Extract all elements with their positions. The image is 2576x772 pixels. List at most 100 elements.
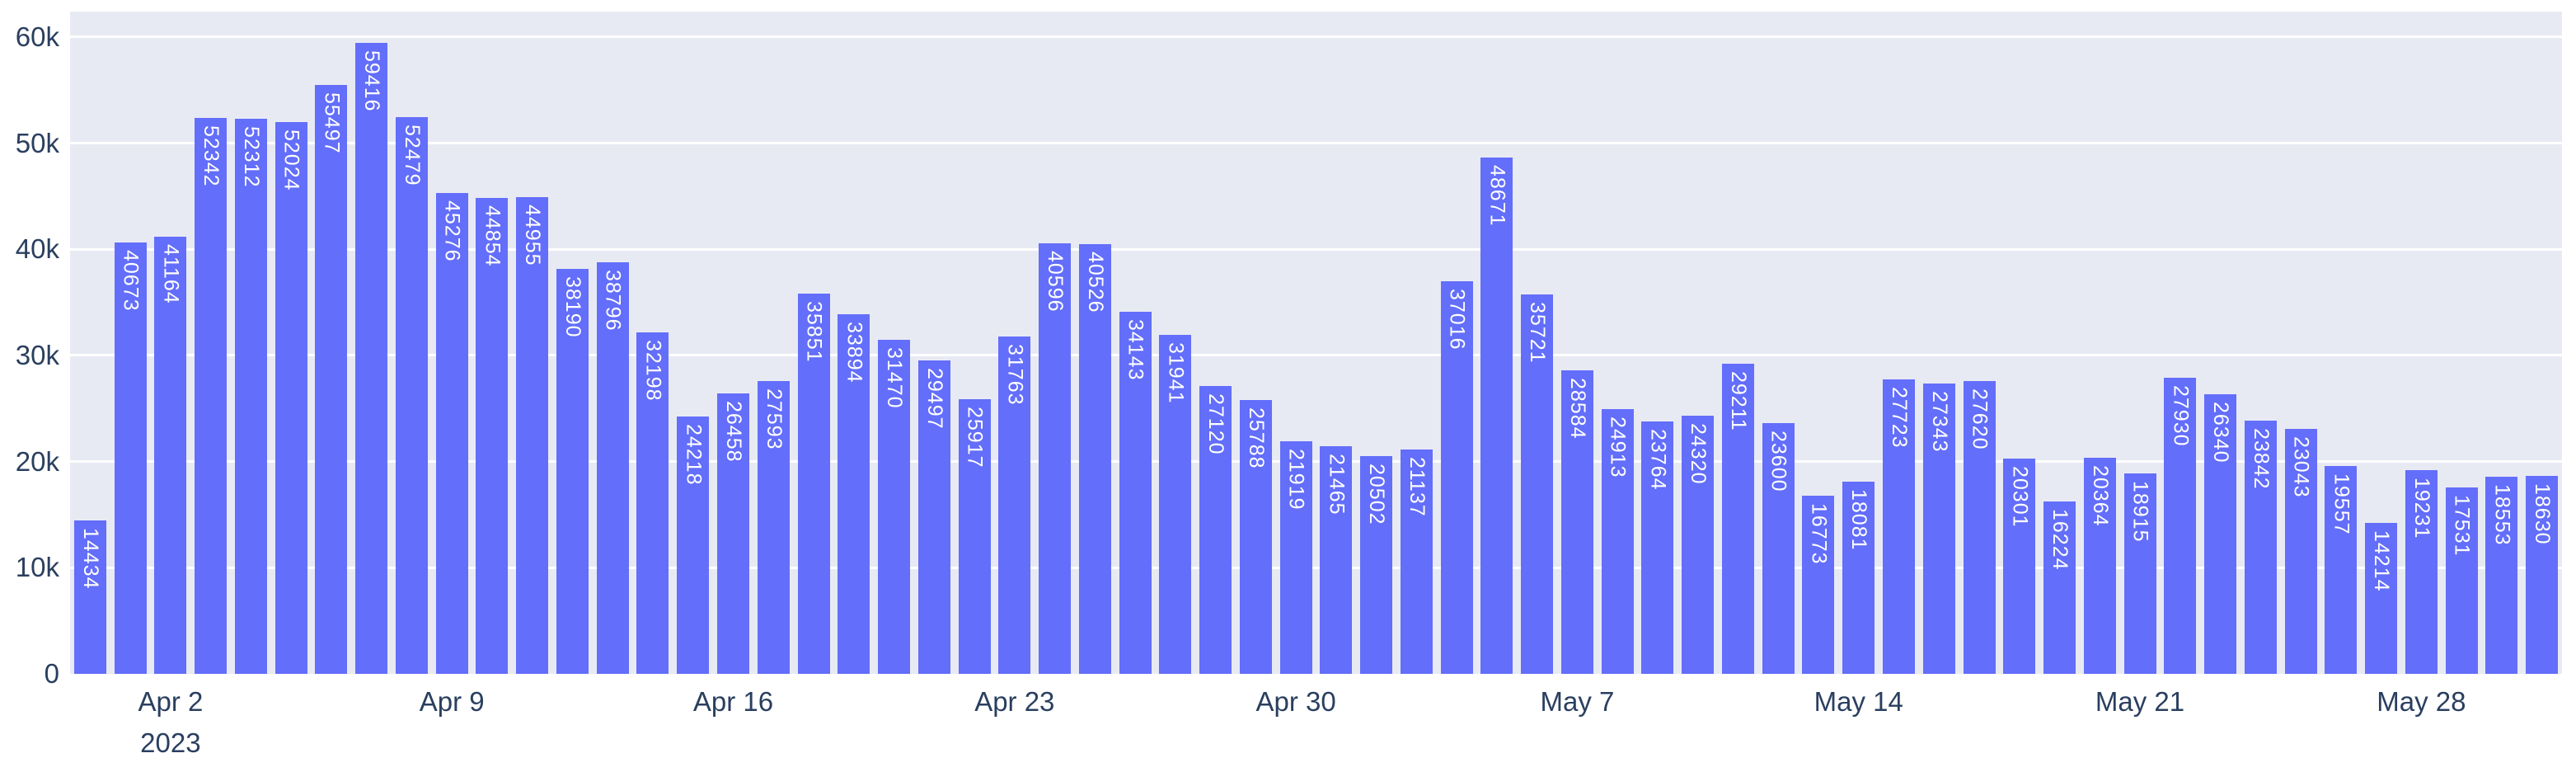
bar[interactable]: 18915 bbox=[2123, 473, 2156, 674]
bar[interactable]: 14214 bbox=[2365, 523, 2398, 674]
bar[interactable]: 41164 bbox=[154, 237, 187, 674]
bar[interactable]: 18081 bbox=[1842, 482, 1875, 674]
y-gridline bbox=[70, 566, 2562, 569]
bar[interactable]: 27120 bbox=[1199, 386, 1232, 674]
bar[interactable]: 19557 bbox=[2325, 466, 2358, 674]
bar[interactable]: 32198 bbox=[636, 332, 669, 674]
x-axis-tick-label: May 7 bbox=[1540, 686, 1615, 717]
y-axis-tick-label: 10k bbox=[15, 552, 59, 583]
bar-value-label: 40526 bbox=[1083, 251, 1107, 313]
bar[interactable]: 45276 bbox=[435, 193, 468, 674]
y-gridline bbox=[70, 247, 2562, 251]
bar-value-label: 18081 bbox=[1847, 489, 1871, 551]
bar-value-label: 23842 bbox=[2249, 428, 2273, 490]
x-axis-year-label: 2023 bbox=[140, 727, 201, 758]
bar[interactable]: 34143 bbox=[1119, 311, 1152, 674]
bar[interactable]: 40526 bbox=[1078, 243, 1111, 674]
bar-value-label: 38796 bbox=[601, 269, 625, 332]
bar[interactable]: 27343 bbox=[1922, 384, 1955, 674]
bar[interactable]: 14434 bbox=[73, 520, 106, 674]
bar[interactable]: 21465 bbox=[1320, 445, 1353, 674]
bar[interactable]: 23764 bbox=[1641, 421, 1674, 674]
bar-value-label: 40596 bbox=[1044, 250, 1067, 313]
bar[interactable]: 20502 bbox=[1360, 456, 1393, 674]
bar[interactable]: 21919 bbox=[1279, 440, 1312, 674]
bar[interactable]: 52342 bbox=[195, 118, 228, 674]
bar[interactable]: 44854 bbox=[476, 197, 509, 674]
bar[interactable]: 29211 bbox=[1721, 364, 1754, 674]
bar-value-label: 27343 bbox=[1927, 391, 1951, 453]
bar[interactable]: 27620 bbox=[1963, 380, 1996, 674]
bar[interactable]: 20301 bbox=[2003, 458, 2036, 674]
bar-value-label: 25917 bbox=[963, 406, 987, 468]
bar-value-label: 26340 bbox=[2209, 402, 2233, 464]
bar-value-label: 27120 bbox=[1204, 393, 1228, 455]
bar-value-label: 27593 bbox=[762, 388, 786, 450]
bar[interactable]: 24218 bbox=[677, 417, 710, 674]
bar[interactable]: 19231 bbox=[2405, 469, 2438, 674]
bar[interactable]: 44955 bbox=[516, 196, 549, 674]
bar[interactable]: 52312 bbox=[234, 118, 267, 674]
bar[interactable]: 16773 bbox=[1802, 496, 1835, 674]
bar[interactable]: 23600 bbox=[1762, 423, 1795, 674]
x-axis-tick-label: Apr 16 bbox=[692, 686, 774, 717]
plot-area: 14434 40673 41164 52342 52312 52024 55497 59416… bbox=[70, 12, 2562, 674]
bar[interactable]: 28584 bbox=[1560, 370, 1593, 674]
bar-value-label: 21137 bbox=[1405, 457, 1429, 517]
bar-value-label: 52479 bbox=[400, 124, 424, 186]
bar[interactable]: 35721 bbox=[1521, 294, 1554, 674]
bar-value-label: 37016 bbox=[1445, 288, 1469, 351]
bar[interactable]: 24913 bbox=[1601, 409, 1634, 674]
bar-value-label: 32198 bbox=[641, 339, 665, 402]
bar[interactable]: 59416 bbox=[355, 43, 388, 674]
bar-value-label: 18553 bbox=[2490, 484, 2514, 546]
bar[interactable]: 27593 bbox=[757, 380, 790, 674]
bar[interactable]: 23043 bbox=[2284, 429, 2317, 674]
x-axis-tick-label: Apr 9 bbox=[419, 686, 485, 717]
bar[interactable]: 17531 bbox=[2445, 487, 2478, 674]
bar[interactable]: 20364 bbox=[2083, 457, 2116, 674]
bar[interactable]: 37016 bbox=[1440, 280, 1473, 674]
y-gridline bbox=[70, 142, 2562, 145]
bar[interactable]: 25788 bbox=[1239, 400, 1272, 674]
bar[interactable]: 52024 bbox=[274, 121, 307, 674]
bar[interactable]: 29497 bbox=[917, 360, 950, 674]
bar-value-label: 48671 bbox=[1485, 164, 1509, 227]
bar[interactable]: 40596 bbox=[1039, 242, 1072, 674]
bar[interactable]: 31941 bbox=[1159, 334, 1192, 674]
bar[interactable]: 55497 bbox=[315, 84, 348, 674]
bar[interactable]: 16224 bbox=[2043, 501, 2076, 674]
bar[interactable]: 31763 bbox=[998, 337, 1031, 674]
bar[interactable]: 40673 bbox=[114, 242, 147, 674]
bar-value-label: 38190 bbox=[561, 275, 584, 338]
bar[interactable]: 26340 bbox=[2204, 394, 2237, 674]
bar[interactable]: 25917 bbox=[958, 398, 991, 674]
bar-value-label: 23600 bbox=[1767, 431, 1790, 492]
bar[interactable]: 52479 bbox=[395, 116, 428, 674]
bar-value-label: 20301 bbox=[2008, 465, 2032, 528]
bar[interactable]: 48671 bbox=[1480, 157, 1513, 674]
y-axis-tick-label: 50k bbox=[15, 127, 59, 158]
bar-value-label: 21919 bbox=[1284, 448, 1308, 511]
bar-value-label: 29497 bbox=[922, 368, 946, 430]
bar[interactable]: 21137 bbox=[1400, 450, 1433, 674]
bar[interactable]: 27930 bbox=[2164, 377, 2197, 674]
bar-value-label: 23764 bbox=[1646, 429, 1670, 491]
bar[interactable]: 27723 bbox=[1882, 379, 1915, 674]
bar[interactable]: 18553 bbox=[2485, 477, 2518, 674]
bar[interactable]: 24320 bbox=[1682, 416, 1715, 674]
bar-value-label: 16224 bbox=[2048, 509, 2072, 571]
bar[interactable]: 38796 bbox=[596, 261, 629, 674]
bar-value-label: 16773 bbox=[1807, 503, 1831, 565]
bar[interactable]: 23842 bbox=[2244, 421, 2277, 674]
bar[interactable]: 38190 bbox=[556, 268, 589, 674]
bar[interactable]: 33894 bbox=[838, 313, 870, 674]
bar[interactable]: 18630 bbox=[2526, 476, 2559, 674]
bar[interactable]: 31470 bbox=[878, 340, 911, 674]
bar[interactable]: 35851 bbox=[797, 293, 830, 674]
bar-value-label: 44854 bbox=[481, 205, 504, 267]
bar-value-label: 28584 bbox=[1565, 378, 1589, 440]
bar-value-label: 14434 bbox=[78, 528, 102, 590]
bar[interactable]: 26458 bbox=[717, 393, 749, 674]
y-axis-tick-label: 40k bbox=[15, 233, 59, 265]
